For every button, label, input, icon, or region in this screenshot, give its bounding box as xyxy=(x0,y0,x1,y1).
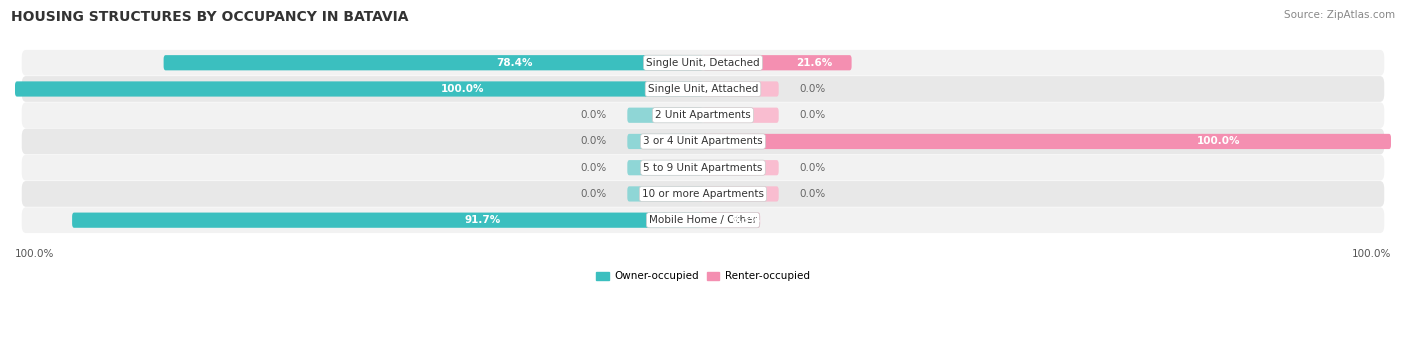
FancyBboxPatch shape xyxy=(15,81,703,97)
FancyBboxPatch shape xyxy=(627,160,703,175)
Text: Single Unit, Attached: Single Unit, Attached xyxy=(648,84,758,94)
Text: HOUSING STRUCTURES BY OCCUPANCY IN BATAVIA: HOUSING STRUCTURES BY OCCUPANCY IN BATAV… xyxy=(11,10,409,24)
Text: 0.0%: 0.0% xyxy=(581,163,606,173)
FancyBboxPatch shape xyxy=(627,108,703,123)
FancyBboxPatch shape xyxy=(703,212,761,228)
FancyBboxPatch shape xyxy=(703,160,779,175)
Text: 100.0%: 100.0% xyxy=(1198,136,1240,146)
Text: 10 or more Apartments: 10 or more Apartments xyxy=(643,189,763,199)
Text: 0.0%: 0.0% xyxy=(581,189,606,199)
Text: 0.0%: 0.0% xyxy=(581,136,606,146)
Text: 0.0%: 0.0% xyxy=(581,110,606,120)
FancyBboxPatch shape xyxy=(703,81,779,97)
FancyBboxPatch shape xyxy=(21,76,1385,102)
FancyBboxPatch shape xyxy=(21,207,1385,233)
Text: 91.7%: 91.7% xyxy=(464,215,501,225)
FancyBboxPatch shape xyxy=(72,212,703,228)
FancyBboxPatch shape xyxy=(21,102,1385,128)
Text: 0.0%: 0.0% xyxy=(800,84,825,94)
Text: Mobile Home / Other: Mobile Home / Other xyxy=(650,215,756,225)
Text: 0.0%: 0.0% xyxy=(800,189,825,199)
FancyBboxPatch shape xyxy=(703,55,852,70)
Legend: Owner-occupied, Renter-occupied: Owner-occupied, Renter-occupied xyxy=(592,267,814,286)
Text: 0.0%: 0.0% xyxy=(800,110,825,120)
FancyBboxPatch shape xyxy=(703,108,779,123)
FancyBboxPatch shape xyxy=(21,50,1385,76)
FancyBboxPatch shape xyxy=(21,181,1385,207)
Text: 78.4%: 78.4% xyxy=(496,58,533,68)
Text: Source: ZipAtlas.com: Source: ZipAtlas.com xyxy=(1284,10,1395,20)
FancyBboxPatch shape xyxy=(627,134,703,149)
Text: 21.6%: 21.6% xyxy=(796,58,832,68)
FancyBboxPatch shape xyxy=(21,129,1385,154)
FancyBboxPatch shape xyxy=(163,55,703,70)
FancyBboxPatch shape xyxy=(627,186,703,202)
Text: Single Unit, Detached: Single Unit, Detached xyxy=(647,58,759,68)
Text: 2 Unit Apartments: 2 Unit Apartments xyxy=(655,110,751,120)
Text: 100.0%: 100.0% xyxy=(15,249,55,259)
Text: 8.3%: 8.3% xyxy=(731,215,761,225)
Text: 0.0%: 0.0% xyxy=(800,163,825,173)
FancyBboxPatch shape xyxy=(703,134,1391,149)
FancyBboxPatch shape xyxy=(703,186,779,202)
Text: 100.0%: 100.0% xyxy=(440,84,484,94)
Text: 5 to 9 Unit Apartments: 5 to 9 Unit Apartments xyxy=(644,163,762,173)
Text: 3 or 4 Unit Apartments: 3 or 4 Unit Apartments xyxy=(643,136,763,146)
FancyBboxPatch shape xyxy=(21,155,1385,180)
Text: 100.0%: 100.0% xyxy=(1351,249,1391,259)
